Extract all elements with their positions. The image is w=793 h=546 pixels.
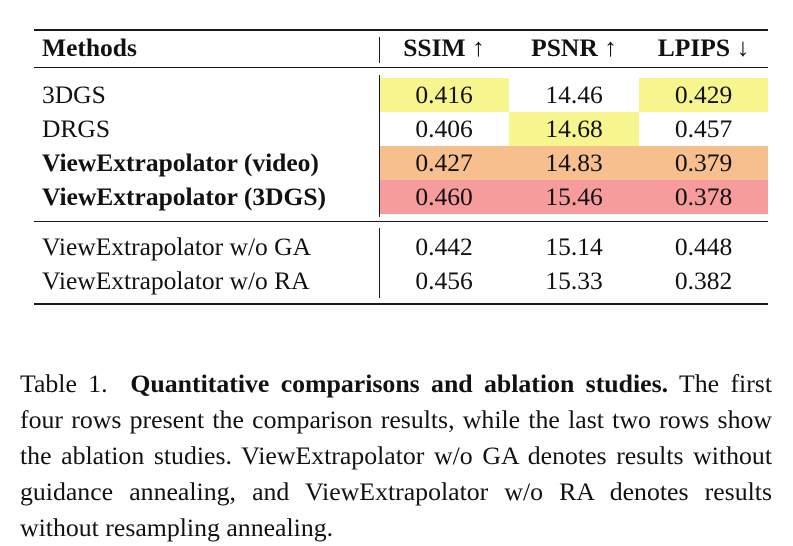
table-row: ViewExtrapolator (3DGS) 0.460 15.46 0.37…: [34, 180, 768, 214]
method-cell: ViewExtrapolator (video): [42, 148, 319, 177]
psnr-cell: 15.46: [509, 180, 639, 214]
ssim-cell: 0.460: [379, 180, 509, 214]
ssim-cell: 0.442: [415, 232, 473, 261]
header-psnr: PSNR ↑: [531, 33, 617, 62]
table-row: 3DGS 0.416 14.46 0.429: [34, 78, 768, 112]
psnr-cell: 14.83: [509, 146, 639, 180]
lpips-cell: 0.382: [674, 266, 733, 295]
psnr-cell: 14.46: [545, 80, 603, 109]
bottom-rule: [34, 303, 768, 305]
lpips-cell: 0.448: [674, 232, 733, 261]
header-rule: [34, 67, 768, 68]
method-cell: 3DGS: [42, 80, 106, 109]
table-row: DRGS 0.406 14.68 0.457: [34, 112, 768, 146]
psnr-cell: 15.33: [545, 266, 603, 295]
comparison-divider: [379, 75, 380, 217]
method-cell: DRGS: [42, 114, 111, 143]
header-row: Methods SSIM ↑ PSNR ↑ LPIPS ↓: [34, 31, 768, 65]
psnr-cell: 15.14: [545, 232, 603, 261]
ssim-cell: 0.456: [415, 266, 473, 295]
lpips-cell: 0.429: [639, 78, 768, 112]
table-caption: Table 1. Quantitative comparisons and ab…: [20, 366, 772, 546]
ssim-cell: 0.406: [415, 114, 473, 143]
table-row: ViewExtrapolator w/o GA 0.442 15.14 0.44…: [34, 230, 768, 264]
psnr-cell: 14.68: [509, 112, 639, 146]
caption-text: The first four rows present the comparis…: [20, 368, 772, 542]
header-ssim: SSIM ↑: [403, 33, 485, 62]
ssim-cell: 0.427: [379, 146, 509, 180]
header-lpips: LPIPS ↓: [657, 33, 750, 62]
method-cell: ViewExtrapolator (3DGS): [42, 182, 327, 211]
table-row: ViewExtrapolator (video) 0.427 14.83 0.3…: [34, 146, 768, 180]
lpips-cell: 0.379: [639, 146, 768, 180]
ssim-cell: 0.416: [379, 78, 509, 112]
table-row: ViewExtrapolator w/o RA 0.456 15.33 0.38…: [34, 264, 768, 298]
caption-title: Quantitative comparisons and ablation st…: [130, 368, 669, 398]
ablation-divider: [379, 228, 380, 298]
lpips-cell: 0.378: [639, 180, 768, 214]
header-divider: [379, 37, 380, 63]
method-cell: ViewExtrapolator w/o GA: [42, 232, 311, 261]
lpips-cell: 0.457: [674, 114, 733, 143]
top-rule: [34, 29, 768, 31]
section-rule: [34, 221, 768, 222]
method-cell: ViewExtrapolator w/o RA: [42, 266, 310, 295]
results-table: Methods SSIM ↑ PSNR ↑ LPIPS ↓ 3DGS 0.416…: [34, 0, 768, 298]
caption-label: Table 1.: [20, 368, 108, 398]
header-methods: Methods: [42, 33, 137, 62]
